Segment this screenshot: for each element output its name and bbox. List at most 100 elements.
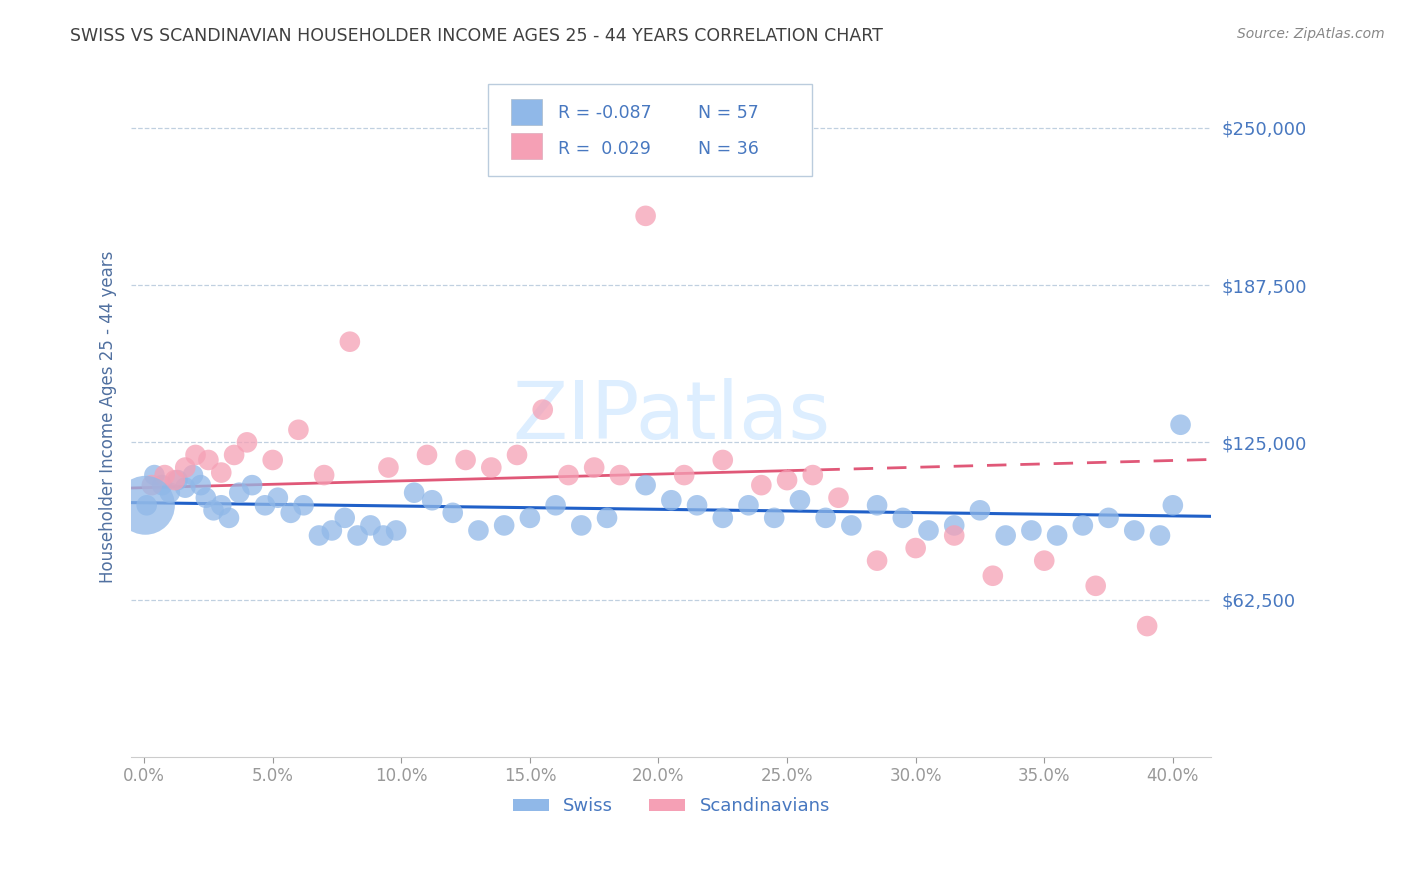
Point xyxy=(1097,511,1119,525)
Point xyxy=(891,511,914,525)
Point xyxy=(194,491,217,505)
Point xyxy=(224,448,246,462)
Point xyxy=(479,460,502,475)
Point xyxy=(904,541,927,555)
Point xyxy=(519,511,541,525)
Point xyxy=(1071,518,1094,533)
Point xyxy=(339,334,361,349)
Point xyxy=(467,524,489,538)
Point xyxy=(218,511,240,525)
Point xyxy=(531,402,554,417)
Point xyxy=(228,485,250,500)
Point xyxy=(135,498,157,512)
Point xyxy=(1046,528,1069,542)
Point xyxy=(253,498,276,512)
Point xyxy=(686,498,709,512)
Point xyxy=(174,460,197,475)
Point xyxy=(359,518,381,533)
Point xyxy=(1170,417,1192,432)
Point xyxy=(141,478,163,492)
Point xyxy=(943,528,966,542)
Point xyxy=(711,453,734,467)
Point xyxy=(150,478,173,492)
Point xyxy=(943,518,966,533)
Point xyxy=(801,468,824,483)
Point xyxy=(385,524,408,538)
Bar xyxy=(512,99,541,125)
Point xyxy=(292,498,315,512)
Point xyxy=(1084,579,1107,593)
Point xyxy=(866,554,889,568)
Point xyxy=(866,498,889,512)
Point xyxy=(1033,554,1056,568)
Point xyxy=(1123,524,1146,538)
Point xyxy=(583,460,606,475)
Point xyxy=(134,498,156,512)
Point xyxy=(163,473,186,487)
Point xyxy=(209,466,232,480)
Point xyxy=(994,528,1017,542)
Point xyxy=(159,485,181,500)
Point xyxy=(1149,528,1171,542)
Text: N = 57: N = 57 xyxy=(699,103,759,122)
Point xyxy=(190,478,212,492)
Point xyxy=(166,473,188,487)
Point xyxy=(153,468,176,483)
Point xyxy=(441,506,464,520)
Point xyxy=(596,511,619,525)
Point xyxy=(494,518,516,533)
Text: R = -0.087: R = -0.087 xyxy=(558,103,651,122)
Legend: Swiss, Scandinavians: Swiss, Scandinavians xyxy=(505,790,838,822)
Point xyxy=(609,468,631,483)
Point xyxy=(776,473,799,487)
Point xyxy=(240,478,263,492)
Text: Source: ZipAtlas.com: Source: ZipAtlas.com xyxy=(1237,27,1385,41)
Bar xyxy=(512,133,541,159)
Point xyxy=(634,478,657,492)
Text: R =  0.029: R = 0.029 xyxy=(558,140,651,158)
Text: N = 36: N = 36 xyxy=(699,140,759,158)
Point xyxy=(181,468,204,483)
Point xyxy=(917,524,939,538)
Point xyxy=(346,528,368,542)
Point xyxy=(416,448,439,462)
Point xyxy=(544,498,567,512)
Point xyxy=(506,448,529,462)
Point xyxy=(737,498,759,512)
Point xyxy=(749,478,772,492)
Point xyxy=(557,468,579,483)
Point xyxy=(789,493,811,508)
Point xyxy=(1161,498,1184,512)
Point xyxy=(174,481,197,495)
Point xyxy=(377,460,399,475)
Point xyxy=(314,468,336,483)
Point xyxy=(673,468,696,483)
Point xyxy=(333,511,356,525)
Point xyxy=(454,453,477,467)
Y-axis label: Householder Income Ages 25 - 44 years: Householder Income Ages 25 - 44 years xyxy=(100,251,117,583)
Point xyxy=(197,453,219,467)
Point xyxy=(659,493,682,508)
Point xyxy=(280,506,302,520)
Point xyxy=(143,468,166,483)
Point xyxy=(969,503,991,517)
FancyBboxPatch shape xyxy=(488,84,811,176)
Point xyxy=(827,491,849,505)
Point xyxy=(1021,524,1043,538)
Point xyxy=(981,568,1004,582)
Point xyxy=(209,498,232,512)
Point xyxy=(711,511,734,525)
Point xyxy=(763,511,786,525)
Point xyxy=(814,511,837,525)
Point xyxy=(321,524,343,538)
Point xyxy=(184,448,207,462)
Point xyxy=(373,528,395,542)
Point xyxy=(841,518,863,533)
Point xyxy=(404,485,426,500)
Point xyxy=(267,491,290,505)
Point xyxy=(420,493,443,508)
Text: SWISS VS SCANDINAVIAN HOUSEHOLDER INCOME AGES 25 - 44 YEARS CORRELATION CHART: SWISS VS SCANDINAVIAN HOUSEHOLDER INCOME… xyxy=(70,27,883,45)
Point xyxy=(634,209,657,223)
Point xyxy=(287,423,309,437)
Text: ZIPatlas: ZIPatlas xyxy=(512,378,831,456)
